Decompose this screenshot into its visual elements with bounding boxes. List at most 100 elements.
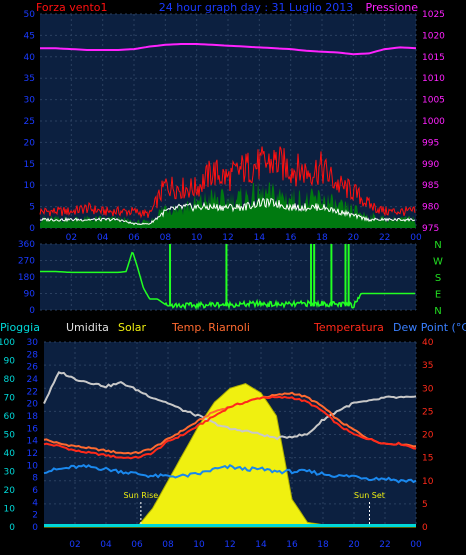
x-tick-label: 20: [348, 233, 360, 243]
temp-y-tick-label: 5: [422, 500, 428, 510]
temp-y-tick-label: 20: [422, 431, 434, 441]
temp-y-tick-label: 35: [422, 361, 433, 371]
pressure-y-tick-label: 1015: [422, 53, 445, 63]
humidity-y-tick-label: 14: [27, 437, 39, 447]
sunset-label: Sun Set: [354, 491, 385, 500]
rain-y-tick-label: 100: [0, 338, 15, 348]
wind-y-tick-label: 10: [24, 181, 36, 191]
x-tick-label: 16: [285, 233, 297, 243]
pressure-label: Pressione: [366, 1, 419, 14]
wind-y-tick-label: 35: [24, 74, 35, 84]
date-title: 24 hour graph day : 31 Luglio 2013: [159, 1, 354, 14]
compass-label: N: [434, 306, 441, 317]
x-tick-label: 12: [222, 233, 233, 243]
x-tick-label: 02: [66, 233, 77, 243]
pressure-y-tick-label: 1020: [422, 31, 445, 41]
humidity-y-tick-label: 6: [32, 486, 38, 496]
x-tick-label: 10: [193, 540, 205, 550]
wind-y-tick-label: 5: [29, 203, 35, 213]
dew-point-line: [43, 464, 417, 484]
x-tick-label: 18: [316, 233, 328, 243]
pressure-y-tick-label: 995: [422, 138, 439, 148]
x-tick-label: 22: [379, 233, 390, 243]
wind-speed-area: [40, 181, 416, 228]
humidity-y-tick-label: 4: [32, 498, 38, 508]
solar-label: Solar: [118, 321, 147, 334]
temp-y-tick-label: 10: [422, 477, 434, 487]
pressure-y-tick-label: 1010: [422, 74, 445, 84]
pressure-y-tick-label: 975: [422, 224, 439, 234]
temperature-label: Temperatura: [313, 321, 384, 334]
wind-y-tick-label: 25: [24, 117, 35, 127]
direction-y-tick-label: 270: [18, 257, 35, 267]
humidity-y-tick-label: 10: [27, 461, 39, 471]
x-tick-label: 00: [410, 233, 422, 243]
humidity-y-tick-label: 26: [27, 363, 39, 373]
x-tick-label: 12: [224, 540, 235, 550]
humidity-y-tick-label: 2: [32, 511, 38, 521]
rain-y-tick-label: 50: [4, 431, 16, 441]
temp-y-tick-label: 0: [422, 523, 428, 533]
compass-label: E: [435, 290, 441, 301]
wind-y-tick-label: 40: [24, 53, 36, 63]
humidity-line: [43, 371, 417, 441]
compass-label: N: [434, 240, 441, 251]
rain-y-tick-label: 70: [4, 394, 16, 404]
x-tick-label: 10: [191, 233, 203, 243]
pressure-y-tick-label: 980: [422, 203, 439, 213]
humidity-y-tick-label: 20: [27, 400, 39, 410]
compass-label: W: [433, 257, 443, 268]
humidity-y-tick-label: 12: [27, 449, 38, 459]
rain-y-tick-label: 20: [4, 486, 16, 496]
compass-label: S: [435, 273, 441, 284]
wind-y-tick-label: 45: [24, 31, 35, 41]
x-tick-label: 04: [97, 233, 109, 243]
humidity-y-tick-label: 8: [32, 474, 38, 484]
temp-y-tick-label: 40: [422, 338, 434, 348]
humidity-y-tick-label: 0: [32, 523, 38, 533]
humidity-y-tick-label: 16: [27, 424, 39, 434]
humidity-label: Umidita: [66, 321, 109, 334]
rain-baseline: [44, 524, 416, 527]
wind-y-tick-label: 0: [29, 224, 35, 234]
x-tick-label: 20: [348, 540, 360, 550]
humidity-y-tick-label: 22: [27, 387, 38, 397]
temperature-line: [43, 395, 417, 460]
x-tick-label: 06: [131, 540, 143, 550]
pressure-y-tick-label: 985: [422, 181, 439, 191]
wind-gust-line: [39, 146, 416, 219]
x-tick-label: 06: [128, 233, 140, 243]
pressure-y-tick-label: 1025: [422, 10, 445, 20]
wind-direction-line: [40, 251, 415, 311]
humidity-y-tick-label: 18: [27, 412, 39, 422]
sunrise-label: Sun Rise: [124, 491, 159, 500]
rain-y-tick-label: 90: [4, 357, 16, 367]
rain-y-tick-label: 30: [4, 468, 16, 478]
pressure-line: [40, 43, 417, 56]
pressure-y-tick-label: 990: [422, 160, 439, 170]
wind-average-line: [39, 197, 416, 226]
temp-y-tick-label: 15: [422, 454, 433, 464]
temp-y-tick-label: 30: [422, 384, 434, 394]
pressure-y-tick-label: 1000: [422, 117, 445, 127]
wind-y-tick-label: 15: [24, 160, 35, 170]
direction-y-tick-label: 90: [24, 290, 36, 300]
x-tick-label: 08: [162, 540, 174, 550]
x-tick-label: 18: [317, 540, 329, 550]
wind-y-tick-label: 50: [24, 10, 36, 20]
x-tick-label: 02: [69, 540, 80, 550]
temp-y-tick-label: 25: [422, 407, 433, 417]
x-tick-label: 22: [379, 540, 390, 550]
rain-y-tick-label: 0: [9, 523, 15, 533]
wind-y-tick-label: 30: [24, 96, 36, 106]
dew-point-label: Dew Point (°C): [393, 321, 466, 334]
apparent-temp-label: Temp. Riarnoli: [171, 321, 250, 334]
x-tick-label: 04: [100, 540, 112, 550]
x-tick-label: 16: [286, 540, 298, 550]
x-tick-label: 14: [254, 233, 266, 243]
rain-y-tick-label: 40: [4, 449, 16, 459]
rain-label: Pioggia: [0, 321, 40, 334]
wind-speed-label: Forza vento1: [36, 1, 108, 14]
humidity-y-tick-label: 24: [27, 375, 39, 385]
